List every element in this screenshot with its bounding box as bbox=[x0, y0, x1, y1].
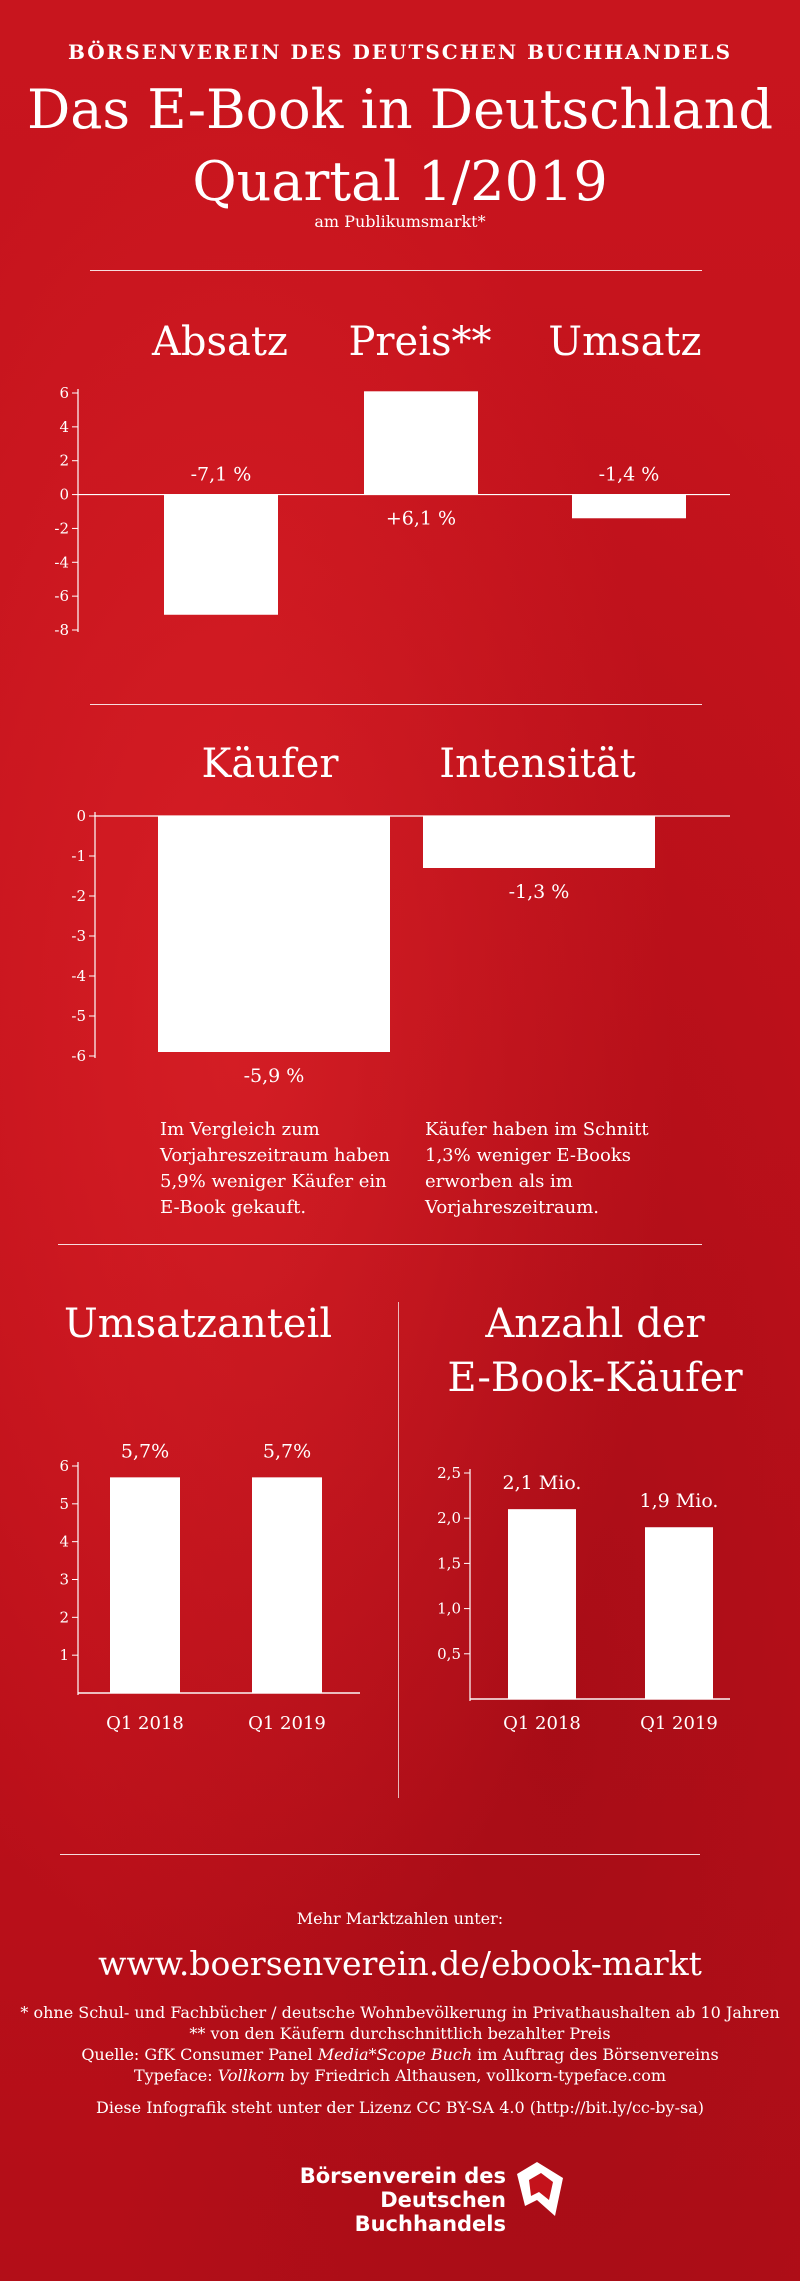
y-tick-label: -8 bbox=[54, 621, 69, 639]
y-tick-label: -1 bbox=[71, 847, 86, 865]
y-tick-label: -2 bbox=[54, 519, 69, 537]
data-label: 5,7% bbox=[121, 1440, 169, 1462]
brand-logo-icon bbox=[517, 2162, 563, 2216]
divider bbox=[58, 1244, 702, 1245]
data-label: +6,1 % bbox=[386, 508, 456, 530]
bar bbox=[364, 391, 478, 495]
category-heading: Absatz bbox=[151, 319, 288, 365]
data-label: 1,9 Mio. bbox=[640, 1490, 719, 1512]
more-label: Mehr Marktzahlen unter: bbox=[296, 1909, 504, 1928]
y-tick-label: 2 bbox=[59, 1608, 69, 1626]
bar bbox=[252, 1477, 322, 1693]
chart-title-umsatzanteil: Umsatzanteil bbox=[64, 1301, 333, 1347]
footnote-1: * ohne Schul- und Fachbücher / deutsche … bbox=[20, 2003, 780, 2022]
bar bbox=[423, 816, 655, 868]
data-label: -1,3 % bbox=[509, 881, 570, 903]
y-tick-label: -3 bbox=[71, 927, 86, 945]
x-tick-label: Q1 2019 bbox=[248, 1713, 326, 1734]
chart-title-kaeufer-line-1: Anzahl der bbox=[485, 1301, 705, 1347]
y-tick-label: 1,0 bbox=[437, 1600, 461, 1618]
bar bbox=[572, 494, 686, 519]
y-tick-label: 6 bbox=[59, 1457, 69, 1475]
data-label: -1,4 % bbox=[599, 464, 660, 486]
x-tick-label: Q1 2019 bbox=[640, 1713, 718, 1734]
y-tick-label: 0 bbox=[76, 807, 86, 825]
x-tick-label: Q1 2018 bbox=[106, 1713, 184, 1734]
y-tick-label: 2 bbox=[59, 452, 69, 470]
category-heading: Käufer bbox=[201, 741, 339, 787]
y-tick-label: -2 bbox=[71, 887, 86, 905]
chart-title-kaeufer-line-2: E-Book-Käufer bbox=[447, 1355, 743, 1401]
divider bbox=[60, 1854, 700, 1855]
y-tick-label: 1 bbox=[59, 1646, 69, 1664]
y-tick-label: 3 bbox=[59, 1571, 69, 1589]
y-tick-label: -5 bbox=[71, 1007, 86, 1025]
bar bbox=[508, 1509, 576, 1699]
y-tick-label: 0 bbox=[59, 486, 69, 504]
y-tick-label: -6 bbox=[54, 587, 69, 605]
divider bbox=[90, 270, 702, 271]
y-tick-label: -4 bbox=[54, 553, 69, 571]
typeface-line: Typeface: Vollkorn by Friedrich Althause… bbox=[133, 2066, 667, 2085]
footnote-2: ** von den Käufern durchschnittlich beza… bbox=[189, 2024, 611, 2043]
bar bbox=[164, 494, 278, 615]
url-link[interactable]: www.boersenverein.de/ebook-markt bbox=[98, 1944, 702, 1983]
source-line: Quelle: GfK Consumer Panel Media*Scope B… bbox=[81, 2045, 719, 2064]
category-heading: Preis** bbox=[348, 319, 492, 365]
y-tick-label: 6 bbox=[59, 384, 69, 402]
data-label: 2,1 Mio. bbox=[503, 1472, 582, 1494]
y-tick-label: 0,5 bbox=[437, 1645, 461, 1663]
brand-line-1: Börsenverein des bbox=[299, 2164, 506, 2188]
data-label: -7,1 % bbox=[191, 464, 252, 486]
column-divider bbox=[398, 1302, 399, 1798]
divider bbox=[90, 704, 702, 705]
brand-logo-text: Börsenverein des Deutschen Buchhandels bbox=[238, 2164, 506, 2236]
y-tick-label: 2,5 bbox=[437, 1464, 461, 1482]
note-buyers: Im Vergleich zum Vorjahreszeitraum haben… bbox=[160, 1119, 391, 1218]
bar bbox=[645, 1527, 713, 1699]
y-tick-label: 1,5 bbox=[437, 1554, 461, 1572]
y-tick-label: 2,0 bbox=[437, 1509, 461, 1527]
y-tick-label: -4 bbox=[71, 967, 86, 985]
brand-line-2: Deutschen Buchhandels bbox=[354, 2188, 506, 2236]
subtitle: am Publikumsmarkt* bbox=[314, 212, 486, 231]
data-label: -5,9 % bbox=[244, 1065, 305, 1087]
y-tick-label: 5 bbox=[59, 1495, 69, 1513]
x-tick-label: Q1 2018 bbox=[503, 1713, 581, 1734]
data-label: 5,7% bbox=[263, 1440, 311, 1462]
bar bbox=[110, 1477, 180, 1693]
category-heading: Intensität bbox=[439, 741, 636, 787]
bar bbox=[158, 816, 390, 1052]
note-intensity: Käufer haben im Schnitt 1,3% weniger E-B… bbox=[425, 1119, 649, 1218]
y-tick-label: -6 bbox=[71, 1047, 86, 1065]
title-line-1: Das E-Book in Deutschland bbox=[26, 78, 774, 141]
category-heading: Umsatz bbox=[548, 319, 702, 365]
kicker: BÖRSENVEREIN DES DEUTSCHEN BUCHHANDELS bbox=[67, 40, 733, 64]
y-tick-label: 4 bbox=[59, 1533, 69, 1551]
title-line-2: Quartal 1/2019 bbox=[192, 150, 608, 213]
y-tick-label: 4 bbox=[59, 418, 69, 436]
license-line: Diese Infografik steht unter der Lizenz … bbox=[96, 2098, 704, 2117]
